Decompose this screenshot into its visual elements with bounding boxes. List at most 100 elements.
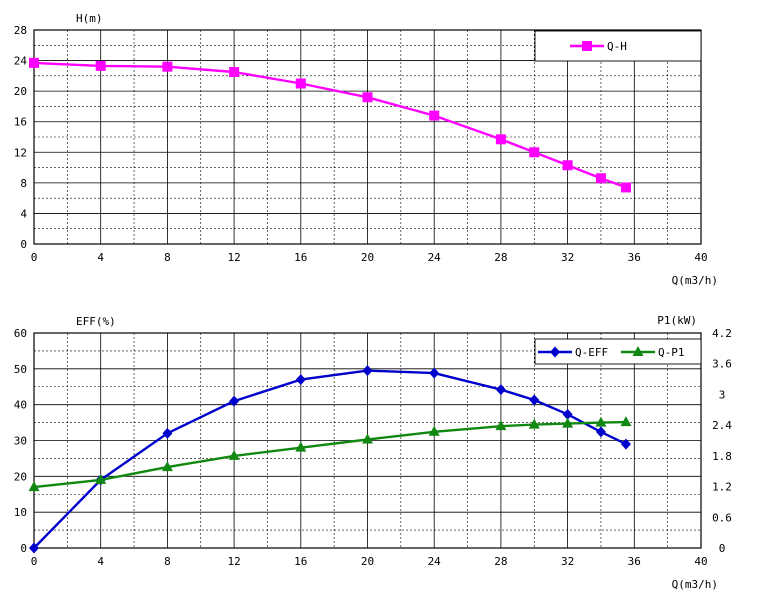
x-tick-label: 32 xyxy=(561,555,574,568)
legend-swatch-marker xyxy=(582,41,592,51)
x-tick-label: 0 xyxy=(31,555,38,568)
data-point xyxy=(428,425,440,436)
y2-tick-label: 4.2 xyxy=(712,327,732,340)
data-point xyxy=(295,441,307,452)
x-tick-label: 8 xyxy=(164,251,171,264)
x-axis-label: Q(m3/h) xyxy=(672,274,718,287)
data-point xyxy=(295,78,306,89)
y2-axis-label: P1(kW) xyxy=(657,314,697,327)
x-tick-label: 8 xyxy=(164,555,171,568)
x-tick-label: 28 xyxy=(494,251,507,264)
y-tick-label: 20 xyxy=(14,85,27,98)
data-point xyxy=(620,182,631,193)
data-point xyxy=(162,61,173,72)
data-point xyxy=(162,427,173,439)
data-point xyxy=(29,57,39,68)
x-tick-label: 4 xyxy=(97,555,104,568)
data-point xyxy=(95,473,107,484)
legend-box xyxy=(534,30,702,62)
data-point xyxy=(562,160,573,171)
x-tick-label: 20 xyxy=(361,555,374,568)
y2-tick-label: 2.4 xyxy=(712,419,732,432)
y-tick-label: 16 xyxy=(14,116,27,129)
series-line xyxy=(33,61,627,189)
y-tick-label: 12 xyxy=(14,146,27,159)
data-point xyxy=(362,365,373,377)
x-tick-label: 36 xyxy=(628,555,641,568)
x-tick-label: 36 xyxy=(628,251,641,264)
y-tick-label: 0 xyxy=(20,238,27,251)
x-tick-label: 24 xyxy=(428,555,442,568)
x-tick-label: 20 xyxy=(361,251,374,264)
x-tick-label: 12 xyxy=(227,555,240,568)
data-point xyxy=(529,394,540,406)
y-tick-label: 4 xyxy=(20,207,27,220)
chart-1: 0 4 8 12 16 20 24 28 32 36 40 0 4 8 12 16 20 24 28 H(m) Q(m3… xyxy=(14,12,718,287)
data-point xyxy=(528,418,540,429)
x-tick-label: 40 xyxy=(694,555,707,568)
series-q-p1 xyxy=(28,416,632,492)
data-point xyxy=(495,420,507,431)
data-point xyxy=(495,384,506,396)
y-tick-label: 28 xyxy=(14,24,27,37)
series-q-eff xyxy=(29,365,631,554)
y-tick-label: 20 xyxy=(14,470,27,483)
x-tick-label: 16 xyxy=(294,251,307,264)
plot-frame xyxy=(33,332,702,549)
y-tick-label: 24 xyxy=(14,55,28,68)
data-point xyxy=(29,542,39,554)
x-tick-label: 16 xyxy=(294,555,307,568)
data-point xyxy=(620,438,631,450)
x-tick-label: 28 xyxy=(494,555,507,568)
data-point xyxy=(595,416,607,427)
series-line xyxy=(33,369,627,549)
y2-tick-label: 0 xyxy=(719,542,726,555)
data-point xyxy=(229,67,240,78)
data-point xyxy=(229,395,240,407)
legend-swatch-marker xyxy=(632,346,644,356)
plot-frame xyxy=(33,29,702,245)
y2-tick-label: 3 xyxy=(719,388,726,401)
y-tick-label: 40 xyxy=(14,399,27,412)
data-point xyxy=(161,461,173,472)
series-line xyxy=(33,420,627,489)
legend-label: Q-P1 xyxy=(658,346,685,359)
x-tick-label: 4 xyxy=(97,251,104,264)
x-tick-label: 24 xyxy=(428,251,442,264)
y-tick-label: 10 xyxy=(14,506,27,519)
y2-tick-label: 0.6 xyxy=(712,511,732,524)
chart-2: 0 4 8 12 16 20 24 28 32 36 40 0 10 20 30 40 50 60 0 0.6 1.2 1… xyxy=(14,314,733,591)
data-point xyxy=(429,367,440,379)
data-point xyxy=(228,449,240,460)
y2-tick-label: 1.8 xyxy=(712,450,732,463)
data-point xyxy=(495,134,506,145)
y-tick-label: 50 xyxy=(14,363,27,376)
data-point xyxy=(620,416,632,427)
x-tick-label: 32 xyxy=(561,251,574,264)
data-point xyxy=(562,417,574,428)
data-point xyxy=(362,92,373,103)
y2-tick-label: 3.6 xyxy=(712,358,732,371)
data-point xyxy=(429,110,440,121)
data-point xyxy=(562,408,573,420)
legend-label: Q-H xyxy=(607,40,627,53)
data-point xyxy=(362,433,373,444)
y-tick-label: 8 xyxy=(20,177,27,190)
data-point xyxy=(95,60,106,71)
data-point xyxy=(595,173,606,184)
legend-swatch-marker xyxy=(550,346,560,358)
data-point xyxy=(595,426,606,438)
x-tick-label: 40 xyxy=(694,251,707,264)
y2-tick-label: 1.2 xyxy=(712,481,732,494)
y-tick-label: 30 xyxy=(14,435,27,448)
data-point xyxy=(295,374,306,386)
series-q-h xyxy=(29,57,631,193)
y-tick-label: 0 xyxy=(20,542,27,555)
y-axis-label: H(m) xyxy=(76,12,103,25)
data-point xyxy=(28,481,40,492)
x-tick-label: 12 xyxy=(227,251,240,264)
y-axis-label: EFF(%) xyxy=(76,315,116,328)
x-axis-label: Q(m3/h) xyxy=(672,578,718,591)
